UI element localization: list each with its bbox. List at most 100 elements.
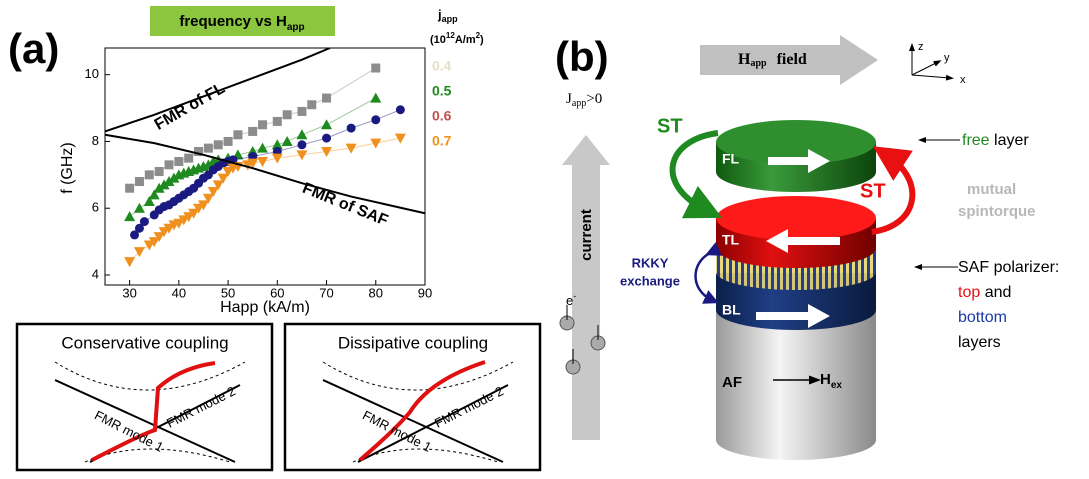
layer-label: BL xyxy=(722,302,741,318)
mode-line xyxy=(357,384,509,463)
marker xyxy=(217,173,229,184)
marker xyxy=(124,211,136,222)
layer-word: layer xyxy=(990,132,1030,149)
marker xyxy=(296,129,308,140)
layer-stack xyxy=(716,120,876,460)
saf-label: SAF polarizer: xyxy=(958,259,1059,276)
marker xyxy=(168,172,180,183)
j-main: J xyxy=(566,91,572,107)
current-label: Japp>0 xyxy=(566,91,602,109)
marker xyxy=(124,257,136,268)
inset-title: Conservative coupling xyxy=(61,333,228,352)
x-tick-label: 60 xyxy=(270,285,284,300)
field-arrow xyxy=(700,35,878,85)
rkky-arrow xyxy=(694,242,722,304)
tl-arrow xyxy=(766,229,840,253)
marker xyxy=(202,193,214,204)
unit-part: ) xyxy=(480,34,484,46)
j-sub: app xyxy=(572,98,586,109)
marker xyxy=(148,189,160,200)
y-tick-label: 4 xyxy=(92,266,99,281)
marker xyxy=(297,106,307,116)
free-word: free xyxy=(962,132,990,149)
title-box xyxy=(150,6,335,36)
fl-arrow xyxy=(768,149,830,173)
legend-entry: 0.7 xyxy=(432,133,452,149)
layer-label: FL xyxy=(722,151,740,167)
x-axis-label: Happ (kA/m) xyxy=(220,299,310,316)
marker xyxy=(164,160,174,170)
layer-label: AF xyxy=(722,374,742,391)
chart-title: frequency vs Happ xyxy=(179,13,304,33)
marker xyxy=(370,92,382,103)
fmr-curve xyxy=(105,48,331,133)
x-tick-label: 90 xyxy=(418,285,432,300)
marker xyxy=(223,136,233,146)
j-rest: >0 xyxy=(586,91,602,107)
fmr-curve xyxy=(105,133,425,215)
title-text: frequency vs H xyxy=(179,13,287,30)
tl-top xyxy=(716,196,876,240)
axes-icon xyxy=(909,43,954,81)
legend-entry: 0.6 xyxy=(432,108,452,124)
field-label: Happ field xyxy=(738,51,807,70)
y-tick-label: 10 xyxy=(85,66,99,81)
rkky-label: RKKY xyxy=(632,255,669,270)
legend-entry: 0.5 xyxy=(432,83,452,99)
rkky-label: exchange xyxy=(620,273,680,288)
top-word: top xyxy=(958,284,980,301)
marker xyxy=(233,130,243,140)
e-sup: - xyxy=(573,291,576,301)
marker xyxy=(153,232,165,243)
x-tick-label: 40 xyxy=(172,285,186,300)
x-tick-label: 70 xyxy=(319,285,333,300)
marker xyxy=(257,156,269,167)
marker xyxy=(371,115,381,125)
marker xyxy=(296,150,308,161)
marker xyxy=(395,105,405,115)
marker xyxy=(125,183,135,193)
mode-line xyxy=(322,379,504,463)
fl-bottom xyxy=(716,152,876,192)
marker xyxy=(346,123,356,133)
curve-label: FMR of SAF xyxy=(300,180,391,230)
marker xyxy=(139,217,149,227)
marker xyxy=(212,180,224,191)
plot-frame xyxy=(104,47,426,286)
hex-main: H xyxy=(820,371,831,388)
marker xyxy=(174,156,184,166)
panel-label: (a) xyxy=(8,25,59,72)
marker xyxy=(213,140,223,150)
marker xyxy=(321,146,333,157)
e-main: e xyxy=(566,293,573,308)
field-sub: app xyxy=(750,58,767,69)
dashed-curve xyxy=(352,448,499,463)
legend-entry: 0.4 xyxy=(432,58,452,74)
st-arrow-left xyxy=(669,130,723,219)
inset-title: Dissipative coupling xyxy=(338,333,488,352)
unit-part: A/m xyxy=(455,34,476,46)
x-tick-label: 80 xyxy=(369,285,383,300)
af-bottom xyxy=(716,420,876,460)
curve-label: FMR of FL xyxy=(152,80,228,134)
inset: Conservative coupling FMR mode 1 FMR mod… xyxy=(15,322,274,472)
marker xyxy=(322,133,332,143)
marker xyxy=(133,202,145,213)
saf-label: top and xyxy=(958,284,1011,301)
inset-frame xyxy=(283,322,542,472)
st-left: ST xyxy=(657,115,683,137)
marker xyxy=(271,139,283,150)
legend-title-main: j xyxy=(437,7,442,22)
marker xyxy=(188,208,200,219)
marker xyxy=(370,138,382,149)
marker xyxy=(144,170,154,180)
plot-area: FMR of FL FMR of SAF xyxy=(105,48,425,268)
marker xyxy=(154,167,164,177)
marker xyxy=(248,126,258,136)
layer-label: TL xyxy=(722,232,740,248)
hex-label: Hex xyxy=(820,371,842,391)
legend-unit: (1012A/m2) xyxy=(430,31,484,46)
mutual-label: spintorque xyxy=(958,203,1036,220)
marker xyxy=(148,237,160,248)
